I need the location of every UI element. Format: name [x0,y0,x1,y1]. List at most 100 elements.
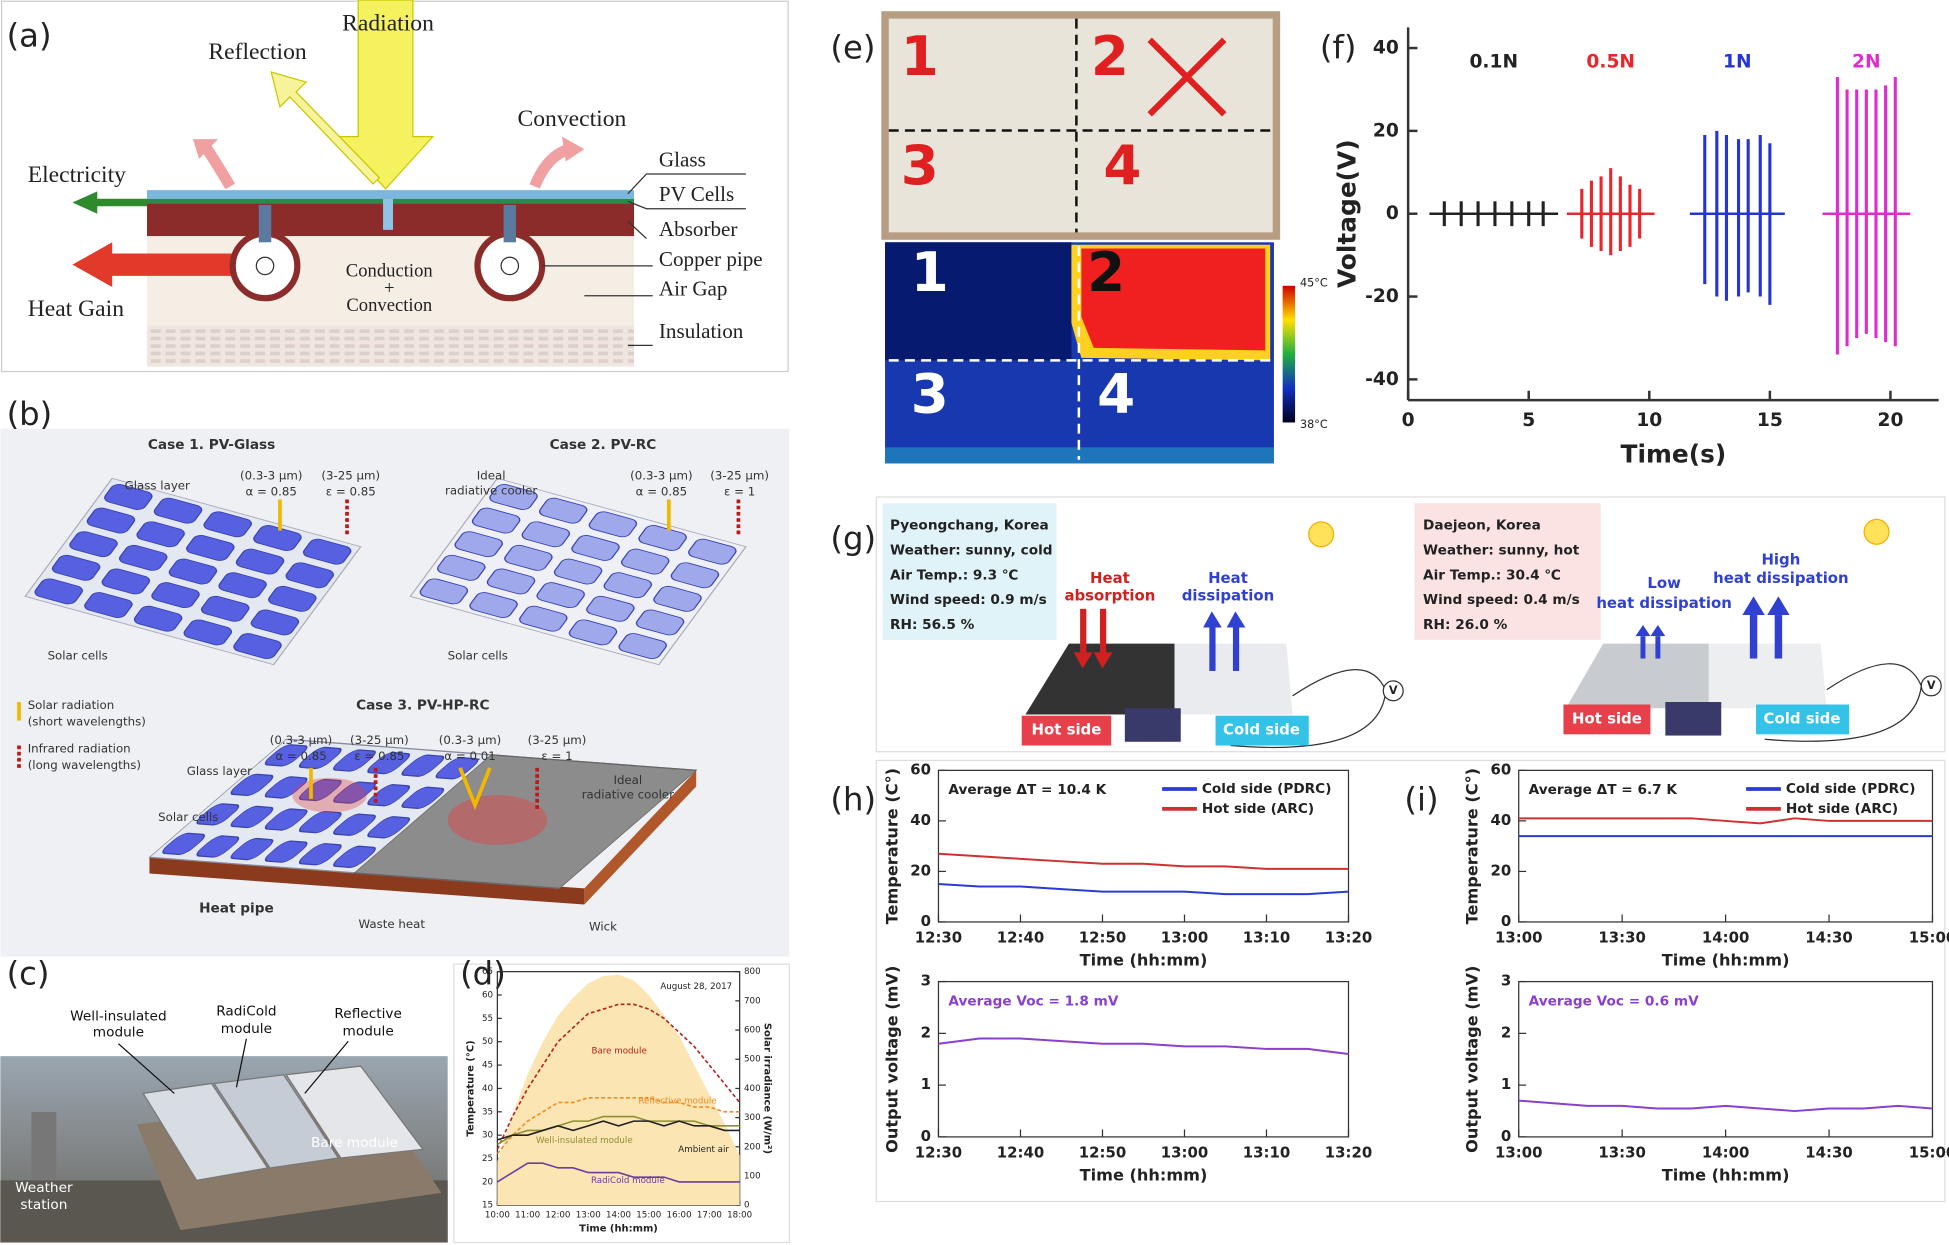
label: Cold side [1223,721,1300,739]
label: Solar cells [158,810,218,824]
y2-tick-label: 200 [744,1142,761,1152]
y-axis-title: Temperature (C°) [1463,768,1482,924]
label: Air Gap [659,277,728,301]
y-tick-label: 20 [910,861,931,879]
teg [1665,702,1722,736]
solar-cell [298,810,342,834]
x-tick-label: 13:30 [1598,928,1645,946]
label: dissipation [1182,586,1274,604]
label: Ideal [477,468,506,482]
y-axis-title: Temperature (°C) [466,1040,477,1136]
label: Radiation [342,10,434,36]
panel-label: (c) [7,954,50,992]
solar-cell [84,592,133,618]
y-tick-label: 3 [1501,972,1511,990]
label: Case 1. PV-Glass [148,437,275,453]
cold-plate [1174,643,1293,715]
label: Infrared radiation [28,742,131,756]
panel-a [0,0,789,373]
panel-b [0,428,790,957]
label: ε = 0.85 [354,749,404,763]
panel-label: (i) [1404,780,1438,818]
solar-cell [486,568,536,595]
solar-cell [367,816,411,839]
air-gap [146,236,635,326]
solar-cell [571,535,620,561]
y2-tick-label: 400 [744,1084,761,1094]
hot-tag [1021,715,1112,746]
insulation [146,325,635,367]
x-axis-title: Time (hh:mm) [1662,1165,1790,1184]
meter [1920,675,1942,697]
solar-cell [268,585,317,612]
x-tick-label: 13:10 [1243,1143,1290,1161]
y-tick-label: 40 [1491,811,1512,829]
solar-cell [264,840,308,863]
label: absorption [1064,586,1155,604]
label: 1 [901,24,939,88]
x-tick-label: 10:00 [485,1210,510,1220]
heat-pipe-side [584,770,697,905]
info-box [1414,503,1601,640]
solar-cell [367,751,411,775]
y-tick-label: 0 [921,1127,931,1145]
solar-cell [653,585,702,612]
label: station [20,1197,67,1213]
area [497,974,740,1206]
label: Wick [589,919,617,933]
teg [1124,708,1181,742]
sun [1308,521,1335,548]
solar-cell [437,554,486,581]
annotation: Average Voc = 1.8 mV [948,993,1118,1009]
thermal-edge [885,447,1274,464]
label: Weather [15,1180,73,1196]
solar-cell [670,562,720,589]
line [496,1003,741,1150]
label: Convection [518,106,627,132]
color-bar [1282,285,1296,423]
label: Waste heat [359,917,426,931]
series-label: 0.1N [1469,52,1518,73]
solar-cell [230,773,274,797]
label: V [1927,679,1936,692]
solar-cell [401,754,445,777]
conduction-stem [383,198,394,230]
label: (3-25 μm) [350,733,409,747]
x-tick-label: 17:00 [697,1210,722,1220]
series-label: RadiCold module [591,1176,665,1186]
solar-cell [51,554,101,581]
cold-plate [1708,643,1827,709]
label: Daejeon, Korea [1423,518,1541,534]
solar-cell [196,803,240,826]
cold-tag [1215,715,1309,746]
solar-cell [635,609,685,636]
solar-cell [401,786,445,809]
legend-label: Hot side (ARC) [1202,801,1314,817]
copper-pipe [474,230,546,302]
solar-cell [588,511,638,538]
label: Glass layer [125,478,190,492]
label: (0.3-3 μm) [630,468,692,482]
label: Weather: sunny, cold [890,542,1053,558]
x-tick-label: 13:10 [1243,928,1290,946]
annotation: Average ΔT = 6.7 K [1529,782,1678,798]
absorb-arrows [1073,608,1113,669]
x-axis-title: Time (hh:mm) [1080,1165,1208,1184]
line [938,852,1349,870]
solar-cell [333,813,376,836]
series-label: Reflective module [638,1096,716,1106]
y-tick-label: 40 [910,811,931,829]
label: Weather: sunny, hot [1423,542,1580,558]
x-tick-label: 16:00 [667,1210,692,1220]
label: 45°C [1300,276,1328,289]
y-tick-label: 2 [921,1023,931,1041]
solar-cell [151,582,200,609]
x-tick-label: 12:00 [545,1210,570,1220]
x-tick-label: 11:00 [515,1210,540,1220]
dissipate-arrows [1635,596,1790,659]
x-axis-title: Time(s) [1621,439,1727,468]
legend-label: Cold side (PDRC) [1202,781,1332,797]
label: Convection [346,295,433,316]
label: Heat [1090,569,1130,587]
x-axis-title: Time (hh:mm) [1662,950,1790,969]
